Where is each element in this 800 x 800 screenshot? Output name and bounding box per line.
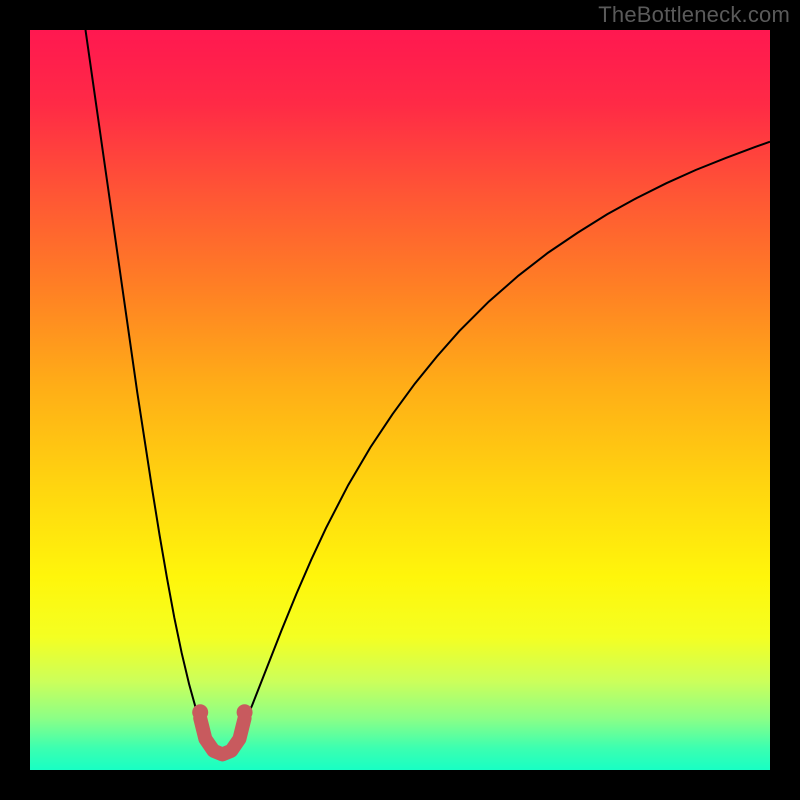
watermark-text: TheBottleneck.com [598, 2, 790, 28]
plot-background [30, 30, 770, 770]
bottleneck-chart [0, 0, 800, 800]
chart-container: TheBottleneck.com [0, 0, 800, 800]
